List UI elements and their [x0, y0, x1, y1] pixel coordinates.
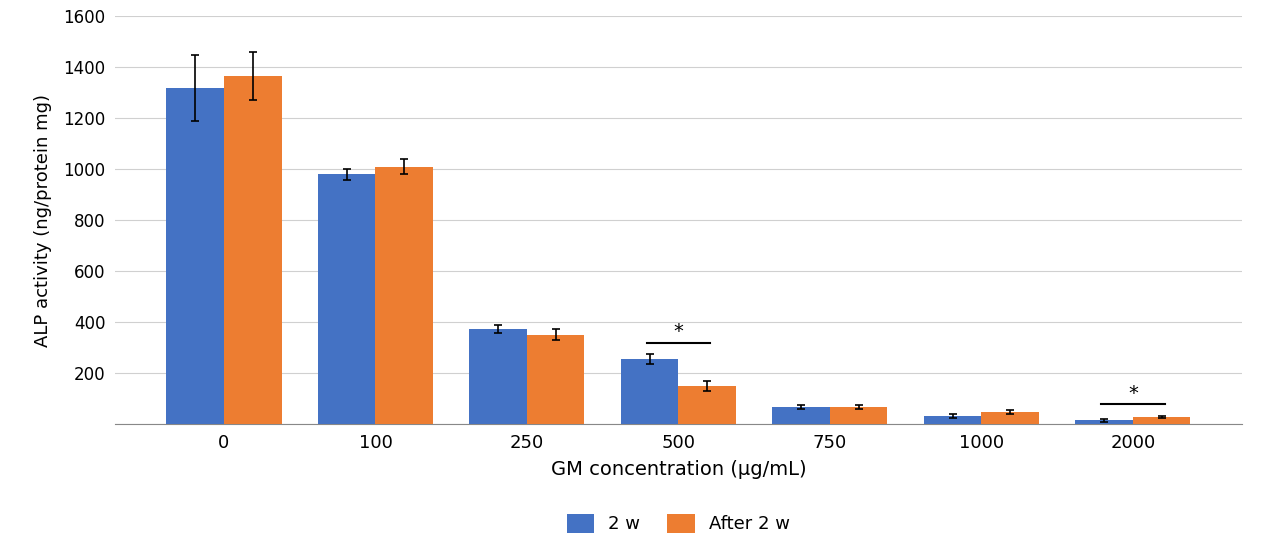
Bar	[982, 412, 1039, 424]
Bar	[224, 76, 282, 424]
Bar	[317, 175, 375, 424]
Bar	[166, 88, 224, 424]
Legend: 2 w, After 2 w: 2 w, After 2 w	[559, 507, 797, 541]
Bar	[678, 386, 736, 424]
Bar	[470, 329, 527, 424]
Bar	[1075, 421, 1133, 424]
Text: *: *	[673, 323, 684, 342]
Text: *: *	[1128, 384, 1138, 403]
Bar	[621, 359, 678, 424]
Bar	[1133, 417, 1190, 424]
Bar	[527, 335, 585, 424]
Bar	[924, 416, 982, 424]
Y-axis label: ALP activity (ng/protein mg): ALP activity (ng/protein mg)	[35, 94, 52, 347]
Bar	[772, 407, 829, 424]
Bar	[829, 407, 887, 424]
Bar	[375, 167, 433, 424]
X-axis label: GM concentration (μg/mL): GM concentration (μg/mL)	[550, 460, 806, 479]
